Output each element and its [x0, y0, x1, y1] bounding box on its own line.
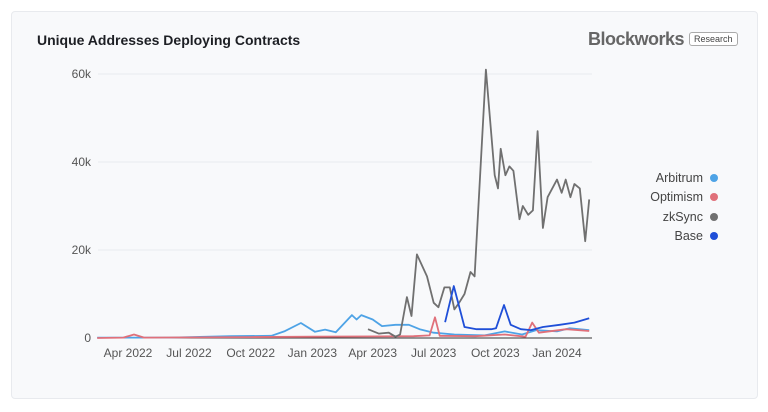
series-line-base — [444, 285, 590, 331]
series-line-optimism — [97, 316, 590, 339]
y-tick-label: 60k — [72, 67, 92, 81]
legend-dot — [710, 212, 718, 221]
x-tick-label: Jul 2023 — [411, 346, 457, 360]
x-tick-label: Jan 2023 — [288, 346, 338, 360]
series-line-arbitrum — [97, 314, 590, 339]
y-tick-label: 40k — [72, 155, 92, 169]
x-tick-label: Apr 2022 — [104, 346, 153, 360]
x-tick-label: Apr 2023 — [348, 346, 397, 360]
chart-title: Unique Addresses Deploying Contracts — [37, 32, 301, 48]
legend-item-base[interactable]: Base — [650, 227, 718, 247]
legend-dot — [710, 232, 718, 241]
legend-dot — [710, 193, 718, 202]
series-line-zksync — [367, 68, 591, 338]
research-badge: Research — [689, 32, 738, 46]
legend-label: Base — [674, 229, 704, 244]
blockworks-logo: Blockworks — [588, 29, 685, 49]
legend-item-zksync[interactable]: zkSync — [650, 207, 718, 227]
y-tick-label: 0 — [84, 331, 91, 345]
legend: Arbitrum Optimism zkSync Base — [650, 168, 718, 246]
legend-item-arbitrum[interactable]: Arbitrum — [650, 168, 718, 188]
x-tick-label: Jul 2022 — [166, 346, 212, 360]
legend-item-optimism[interactable]: Optimism — [650, 188, 718, 208]
legend-label: Arbitrum — [655, 170, 703, 185]
legend-label: zkSync — [662, 209, 703, 224]
x-tick-label: Jan 2024 — [532, 346, 582, 360]
x-tick-label: Oct 2022 — [226, 346, 275, 360]
legend-label: Optimism — [650, 190, 703, 205]
x-tick-label: Oct 2023 — [471, 346, 520, 360]
legend-dot — [710, 173, 718, 182]
y-tick-label: 20k — [72, 243, 92, 257]
